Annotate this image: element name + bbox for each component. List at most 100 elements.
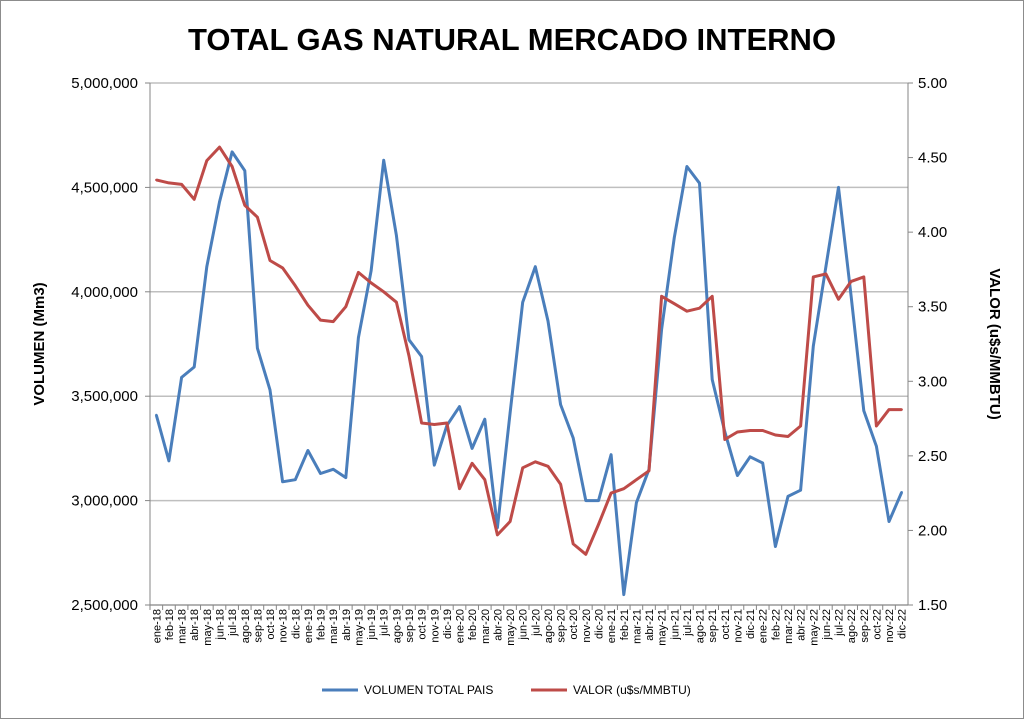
data-point-volumen xyxy=(698,182,701,185)
x-tick-label: ene-19 xyxy=(303,609,315,643)
data-point-valor xyxy=(622,487,625,490)
x-tick-label: sep-20 xyxy=(556,609,568,643)
x-tick-label: ene-18 xyxy=(151,609,163,643)
data-point-volumen xyxy=(395,234,398,237)
data-point-volumen xyxy=(799,488,802,492)
x-tick-label: oct-19 xyxy=(417,609,429,640)
data-point-volumen xyxy=(761,461,764,465)
x-tick-label: ago-18 xyxy=(240,609,252,643)
data-point-volumen xyxy=(407,338,411,342)
series-lines xyxy=(154,145,904,597)
data-point-volumen xyxy=(673,236,676,239)
data-point-volumen xyxy=(572,436,575,440)
data-point-volumen xyxy=(306,449,310,452)
data-point-valor xyxy=(534,460,537,464)
x-tick-label: jul-18 xyxy=(227,609,239,637)
x-tick-label: mar-21 xyxy=(631,609,643,644)
data-point-valor xyxy=(433,423,436,426)
x-tick-label: jul-20 xyxy=(530,609,542,637)
x-tick-label: oct-20 xyxy=(568,609,580,640)
left-tick-label: 2,500,000 xyxy=(71,597,138,614)
x-tick-label: sep-19 xyxy=(404,609,416,643)
chart-title: TOTAL GAS NATURAL MERCADO INTERNO xyxy=(188,22,836,57)
x-tick-label: jul-19 xyxy=(379,609,391,637)
x-tick-label: oct-22 xyxy=(871,609,883,640)
x-tick-label: nov-20 xyxy=(581,609,593,643)
data-point-valor xyxy=(799,424,802,428)
data-point-volumen xyxy=(382,159,385,162)
data-point-volumen xyxy=(862,409,865,413)
data-point-valor xyxy=(710,295,714,298)
x-tick-label: nov-21 xyxy=(732,609,744,643)
x-tick-label: feb-18 xyxy=(164,609,176,640)
data-point-valor xyxy=(470,462,474,465)
data-point-volumen xyxy=(294,478,297,481)
data-point-valor xyxy=(205,159,209,162)
x-tick-label: abr-21 xyxy=(644,609,656,641)
data-point-volumen xyxy=(344,476,348,479)
data-point-volumen xyxy=(256,346,259,350)
data-point-volumen xyxy=(319,472,322,475)
data-point-volumen xyxy=(281,480,284,484)
axes: 2,500,000 3,000,000 3,500,000 4,000,000 4,50… xyxy=(71,75,947,646)
x-tick-label: oct-21 xyxy=(720,609,732,640)
data-point-valor xyxy=(597,523,600,526)
left-axis-title: VOLUMEN (Mm3) xyxy=(31,282,48,405)
data-point-valor xyxy=(445,421,449,425)
data-point-valor xyxy=(180,183,183,186)
right-tick-label: 1.50 xyxy=(918,597,947,614)
data-point-volumen xyxy=(685,165,689,168)
data-point-volumen xyxy=(546,319,550,323)
data-point-valor xyxy=(774,433,777,437)
data-point-volumen xyxy=(748,455,752,458)
legend: VOLUMEN TOTAL PAIS VALOR (u$s/MMBTU) xyxy=(322,683,691,697)
data-point-valor xyxy=(521,466,524,469)
data-point-volumen xyxy=(243,169,246,172)
data-point-valor xyxy=(496,533,499,537)
x-tick-label: sep-22 xyxy=(859,609,871,643)
x-tick-label: mar-20 xyxy=(480,609,492,644)
data-point-volumen xyxy=(420,355,423,358)
data-point-volumen xyxy=(205,265,209,268)
x-tick-label: jul-22 xyxy=(834,609,846,637)
data-point-valor xyxy=(837,298,840,301)
data-point-volumen xyxy=(887,520,891,523)
data-point-volumen xyxy=(268,388,272,392)
data-point-valor xyxy=(685,309,689,313)
x-tick-label: ago-22 xyxy=(846,609,858,643)
x-tick-label: feb-19 xyxy=(316,609,328,640)
data-point-volumen xyxy=(369,269,373,273)
data-point-valor xyxy=(647,469,651,472)
x-tick-label: may-20 xyxy=(505,609,517,646)
data-point-valor xyxy=(407,354,411,358)
data-point-volumen xyxy=(483,417,486,421)
x-tick-label: abr-18 xyxy=(189,609,201,641)
data-point-valor xyxy=(849,280,853,283)
x-tick-label: sep-18 xyxy=(252,609,264,643)
right-tick-label: 4.00 xyxy=(918,224,947,241)
data-point-volumen xyxy=(774,545,777,548)
data-point-valor xyxy=(824,272,828,276)
data-point-valor xyxy=(319,318,322,322)
data-point-valor xyxy=(230,165,234,168)
left-tick-label: 4,000,000 xyxy=(71,284,138,301)
data-point-valor xyxy=(559,482,562,486)
x-tick-label: ene-21 xyxy=(606,609,618,643)
x-tick-label: jun-18 xyxy=(214,609,226,641)
data-point-volumen xyxy=(357,336,360,339)
data-point-valor xyxy=(218,145,221,149)
x-tick-label: dic-21 xyxy=(745,609,757,639)
data-point-valor xyxy=(331,320,335,323)
data-point-volumen xyxy=(597,499,600,502)
x-tick-label: jun-20 xyxy=(518,609,530,641)
data-point-valor xyxy=(862,275,865,279)
x-tick-label: oct-18 xyxy=(265,609,277,640)
data-point-valor xyxy=(736,430,739,434)
data-point-valor xyxy=(900,408,903,411)
x-tick-label: jun-19 xyxy=(366,609,378,641)
data-point-valor xyxy=(748,429,752,432)
x-tick-label: abr-19 xyxy=(341,609,353,641)
right-tick-label: 3.50 xyxy=(918,299,947,316)
x-tick-label: mar-18 xyxy=(177,609,189,644)
